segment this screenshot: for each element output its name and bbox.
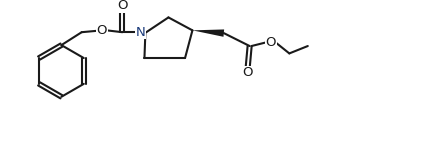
Text: N: N (136, 26, 146, 39)
Text: O: O (266, 36, 276, 49)
Text: O: O (117, 0, 128, 12)
Text: O: O (97, 24, 107, 37)
Text: O: O (243, 66, 253, 79)
Polygon shape (192, 29, 224, 37)
